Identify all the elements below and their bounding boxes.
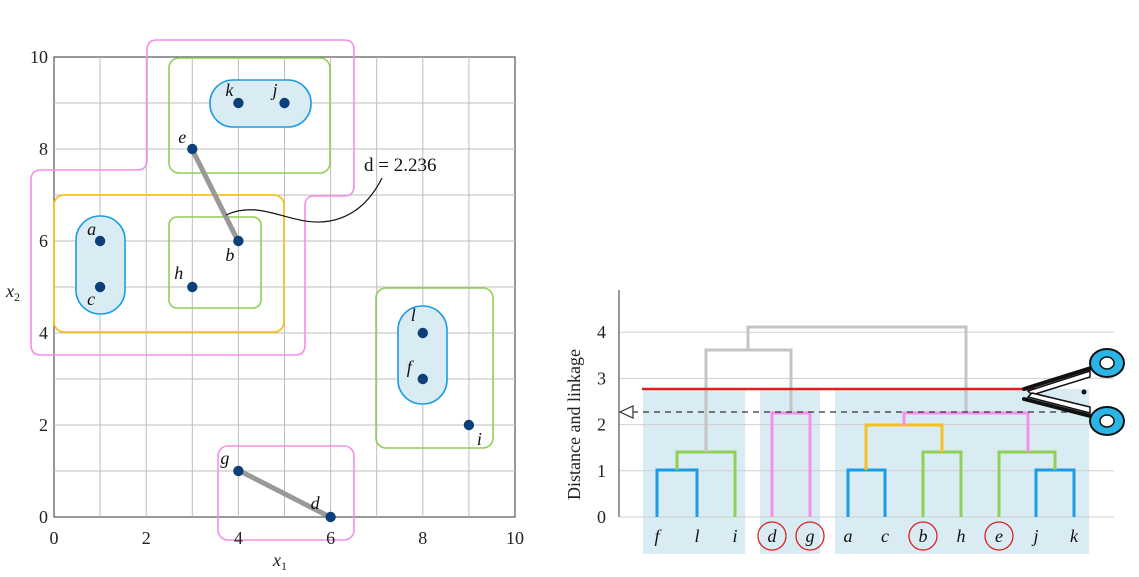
blue-cluster-kj — [209, 79, 312, 128]
link-g-d — [236, 467, 332, 520]
leaf-label-g: g — [806, 526, 815, 546]
x-tick-label: 2 — [142, 528, 151, 548]
data-point-d — [325, 511, 336, 523]
dendrogram-gridlines — [619, 331, 1114, 518]
scissors-icon — [1022, 348, 1125, 436]
y-tick-label: 2 — [39, 415, 48, 435]
link-e-b — [189, 147, 241, 243]
point-label-a: a — [87, 219, 96, 239]
leaf-label-h: h — [957, 526, 966, 546]
distance-annotation-leader — [225, 177, 383, 223]
leaf-label-j: j — [1031, 526, 1038, 546]
y-tick-label: 0 — [39, 507, 48, 527]
y-axis-label: x2 — [5, 281, 20, 304]
point-label-l: l — [411, 305, 416, 325]
data-point-k — [233, 97, 244, 109]
green-cluster-outline-lfi — [375, 287, 494, 449]
dendrogram: 0 1 2 3 4 Distance and linkage f l i d g a c b h e j k — [564, 290, 1125, 554]
leaf-label-b: b — [919, 526, 928, 546]
point-label-g: g — [220, 448, 229, 468]
point-label-d: d — [311, 493, 321, 513]
leaf-label-c: c — [881, 526, 889, 546]
distance-annotation: d = 2.236 — [364, 155, 436, 176]
data-point-j — [279, 97, 290, 109]
y-tick-label: 6 — [39, 231, 48, 251]
point-label-f: f — [407, 357, 415, 377]
blue-cluster-lf — [397, 305, 448, 405]
data-point-i — [463, 419, 475, 431]
dendrogram-y-tick-labels: 0 1 2 3 4 — [597, 322, 606, 527]
point-label-h: h — [174, 263, 183, 283]
leaf-label-e: e — [995, 526, 1003, 546]
leaf-label-a: a — [844, 526, 853, 546]
leaf-label-d: d — [768, 526, 778, 546]
dendrogram-y-tick-label: 2 — [597, 415, 606, 435]
data-point-g — [233, 465, 244, 477]
leaf-label-l: l — [694, 526, 699, 546]
x-axis-label: x1 — [272, 550, 287, 572]
x-tick-labels: 0 2 4 6 8 10 — [50, 528, 525, 548]
data-point-l — [417, 327, 428, 339]
dendrogram-y-tick-label: 0 — [597, 507, 606, 527]
link-root — [746, 325, 968, 413]
leaf-label-k: k — [1070, 526, 1079, 546]
magenta-cluster-outline-upper — [30, 39, 355, 356]
leaf-circle-d — [757, 521, 787, 551]
data-point-b — [233, 235, 244, 247]
dendrogram-y-axis-label: Distance and linkage — [564, 349, 584, 500]
yellow-cluster-outline — [53, 194, 285, 333]
dendrogram-y-tick-label: 4 — [597, 322, 606, 342]
x-tick-label: 0 — [50, 528, 59, 548]
scatter-plot: d = 2.236 a b c d e f g h i j k l 0 2 4 6 8 10 0 2 4 6 8 10 x… — [5, 39, 525, 573]
point-label-i: i — [477, 429, 482, 449]
data-points — [94, 97, 475, 523]
x-tick-label: 4 — [234, 528, 243, 548]
point-label-b: b — [225, 245, 234, 265]
y-tick-label: 4 — [39, 323, 48, 343]
leaf-label-i: i — [732, 526, 737, 546]
leaf-label-f: f — [654, 526, 662, 546]
x-tick-label: 8 — [418, 528, 427, 548]
dendrogram-y-tick-label: 1 — [597, 461, 606, 481]
blue-cluster-ac — [75, 215, 126, 315]
leaf-circle-g — [795, 521, 825, 551]
y-tick-labels: 0 2 4 6 8 10 — [30, 47, 48, 527]
point-label-j: j — [271, 80, 278, 100]
dendrogram-links — [655, 325, 1076, 517]
data-point-a — [94, 235, 106, 247]
dendrogram-y-tick-label: 3 — [597, 368, 606, 388]
y-tick-label: 8 — [39, 139, 48, 159]
x-tick-label: 6 — [326, 528, 335, 548]
magenta-cluster-outline-lower — [217, 445, 355, 541]
point-label-k: k — [225, 80, 234, 100]
data-point-f — [417, 373, 428, 385]
point-labels: a b c d e f g h i j k l — [87, 80, 482, 513]
x-tick-label: 10 — [506, 528, 524, 548]
data-point-c — [94, 281, 106, 293]
green-cluster-outline-kj — [168, 57, 331, 174]
leaf-circle-e — [984, 521, 1014, 551]
data-point-h — [187, 281, 198, 293]
green-cluster-outline-bh — [168, 216, 262, 309]
point-label-e: e — [178, 127, 186, 147]
data-point-e — [187, 143, 198, 155]
y-tick-label: 10 — [30, 47, 48, 67]
leaf-circle-b — [908, 521, 938, 551]
threshold-arrowhead — [618, 405, 634, 419]
point-label-c: c — [87, 289, 95, 309]
